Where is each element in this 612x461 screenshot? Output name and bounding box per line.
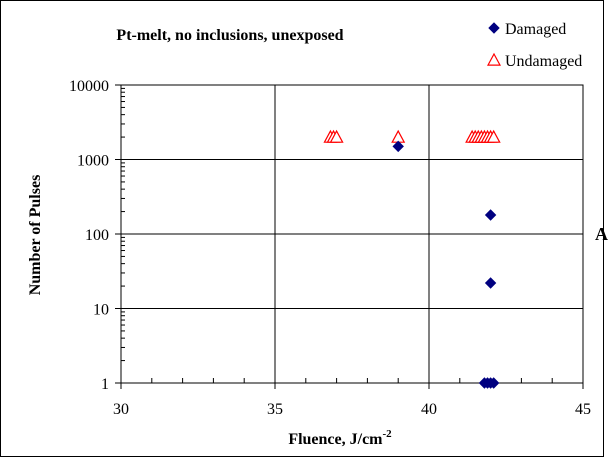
legend-item-undamaged: Undamaged — [486, 52, 582, 70]
series-markers — [323, 129, 501, 389]
y-tick-label: 10000 — [69, 78, 109, 95]
legend: Damaged Undamaged — [486, 21, 582, 70]
y-tick-label: 1000 — [77, 153, 109, 170]
y-tick-label: 100 — [85, 227, 109, 244]
damaged-point — [487, 377, 500, 389]
axis-ticks — [115, 84, 584, 389]
legend-item-damaged: Damaged — [488, 21, 566, 38]
x-axis-label-text: Fluence, J/cm — [288, 431, 383, 448]
legend-label-undamaged: Undamaged — [505, 53, 582, 70]
y-tick-labels: 1 10 100 1000 10000 — [69, 78, 109, 393]
undamaged-point — [486, 129, 501, 143]
x-tick-labels: 30 35 40 45 — [113, 401, 591, 418]
legend-marker-undamaged — [486, 52, 502, 66]
grid-lines — [121, 85, 583, 383]
x-tick-label: 35 — [267, 401, 283, 418]
undamaged-point — [329, 129, 344, 143]
y-axis-label: Number of Pulses — [27, 175, 44, 296]
damaged-point — [484, 277, 497, 289]
legend-label-damaged: Damaged — [505, 21, 566, 38]
x-tick-label: 30 — [113, 401, 129, 418]
y-tick-label: 10 — [93, 302, 109, 319]
chart-title: Pt-melt, no inclusions, unexposed — [116, 27, 343, 44]
x-tick-label: 40 — [421, 401, 437, 418]
y-tick-label: 1 — [101, 376, 109, 393]
damaged-point — [392, 140, 404, 153]
legend-marker-damaged — [488, 22, 500, 34]
side-label: A — [595, 224, 608, 244]
x-axis-label-superscript: -2 — [383, 428, 393, 440]
damaged-point — [484, 209, 497, 221]
x-axis-label: Fluence, J/cm-2 — [288, 428, 392, 448]
plot-area — [115, 84, 584, 389]
x-tick-label: 45 — [575, 401, 591, 418]
